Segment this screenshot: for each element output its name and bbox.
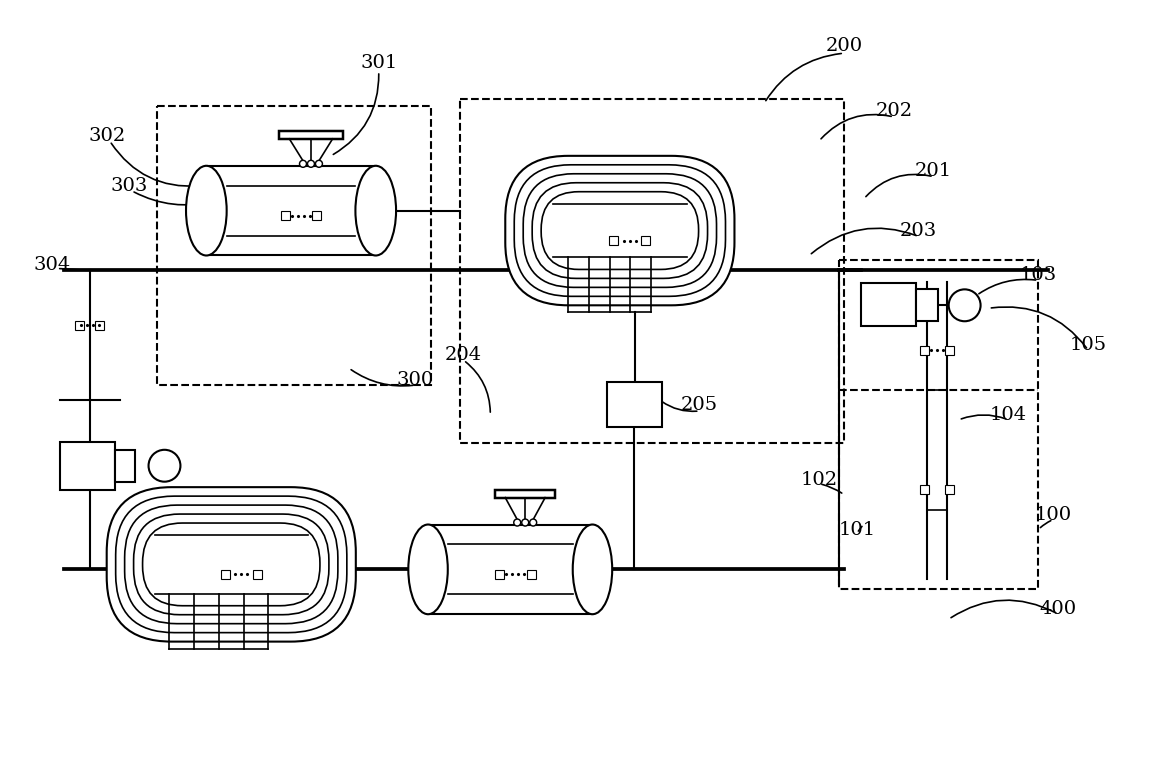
Bar xyxy=(279,131,343,139)
Bar xyxy=(156,106,430,385)
Bar xyxy=(96,321,104,330)
Bar xyxy=(114,450,134,482)
Bar xyxy=(494,570,504,579)
Bar xyxy=(944,485,954,494)
Ellipse shape xyxy=(187,166,226,256)
Text: 302: 302 xyxy=(89,127,125,145)
Bar xyxy=(448,525,573,614)
FancyBboxPatch shape xyxy=(505,156,735,305)
Bar xyxy=(607,382,662,427)
Text: 204: 204 xyxy=(445,346,482,364)
Bar xyxy=(915,289,937,321)
Text: 200: 200 xyxy=(826,38,863,56)
Ellipse shape xyxy=(529,519,536,526)
Text: 205: 205 xyxy=(681,396,718,414)
Bar xyxy=(461,99,844,443)
Text: 101: 101 xyxy=(838,521,876,539)
Ellipse shape xyxy=(356,166,396,256)
Text: 203: 203 xyxy=(900,221,937,239)
Text: 103: 103 xyxy=(1020,267,1058,285)
Bar xyxy=(226,166,356,256)
Ellipse shape xyxy=(514,519,521,526)
FancyBboxPatch shape xyxy=(107,487,356,641)
Text: 304: 304 xyxy=(34,256,70,274)
Text: 400: 400 xyxy=(1040,601,1077,619)
Text: 303: 303 xyxy=(111,177,148,195)
Bar xyxy=(220,570,230,579)
Text: 105: 105 xyxy=(1069,336,1107,354)
Text: 300: 300 xyxy=(396,371,434,389)
Bar xyxy=(920,346,929,354)
Bar xyxy=(59,442,114,490)
Bar xyxy=(861,283,915,326)
Ellipse shape xyxy=(573,525,612,614)
Bar xyxy=(496,490,555,497)
Bar xyxy=(920,485,929,494)
Text: 104: 104 xyxy=(990,406,1027,424)
Bar xyxy=(281,211,289,220)
Bar xyxy=(840,260,1039,590)
Bar xyxy=(253,570,261,579)
Bar xyxy=(76,321,84,330)
Bar xyxy=(527,570,535,579)
Ellipse shape xyxy=(308,160,315,167)
Text: 201: 201 xyxy=(915,162,953,180)
Text: 102: 102 xyxy=(801,471,837,489)
Ellipse shape xyxy=(521,519,528,526)
Ellipse shape xyxy=(949,289,981,321)
Text: 202: 202 xyxy=(876,102,913,120)
Bar xyxy=(610,236,618,245)
Bar xyxy=(312,211,322,220)
Ellipse shape xyxy=(408,525,448,614)
Ellipse shape xyxy=(316,160,323,167)
Text: 100: 100 xyxy=(1034,505,1072,524)
Bar xyxy=(641,236,651,245)
Ellipse shape xyxy=(148,450,181,482)
Text: 301: 301 xyxy=(360,54,398,72)
Bar xyxy=(944,346,954,354)
Ellipse shape xyxy=(300,160,307,167)
